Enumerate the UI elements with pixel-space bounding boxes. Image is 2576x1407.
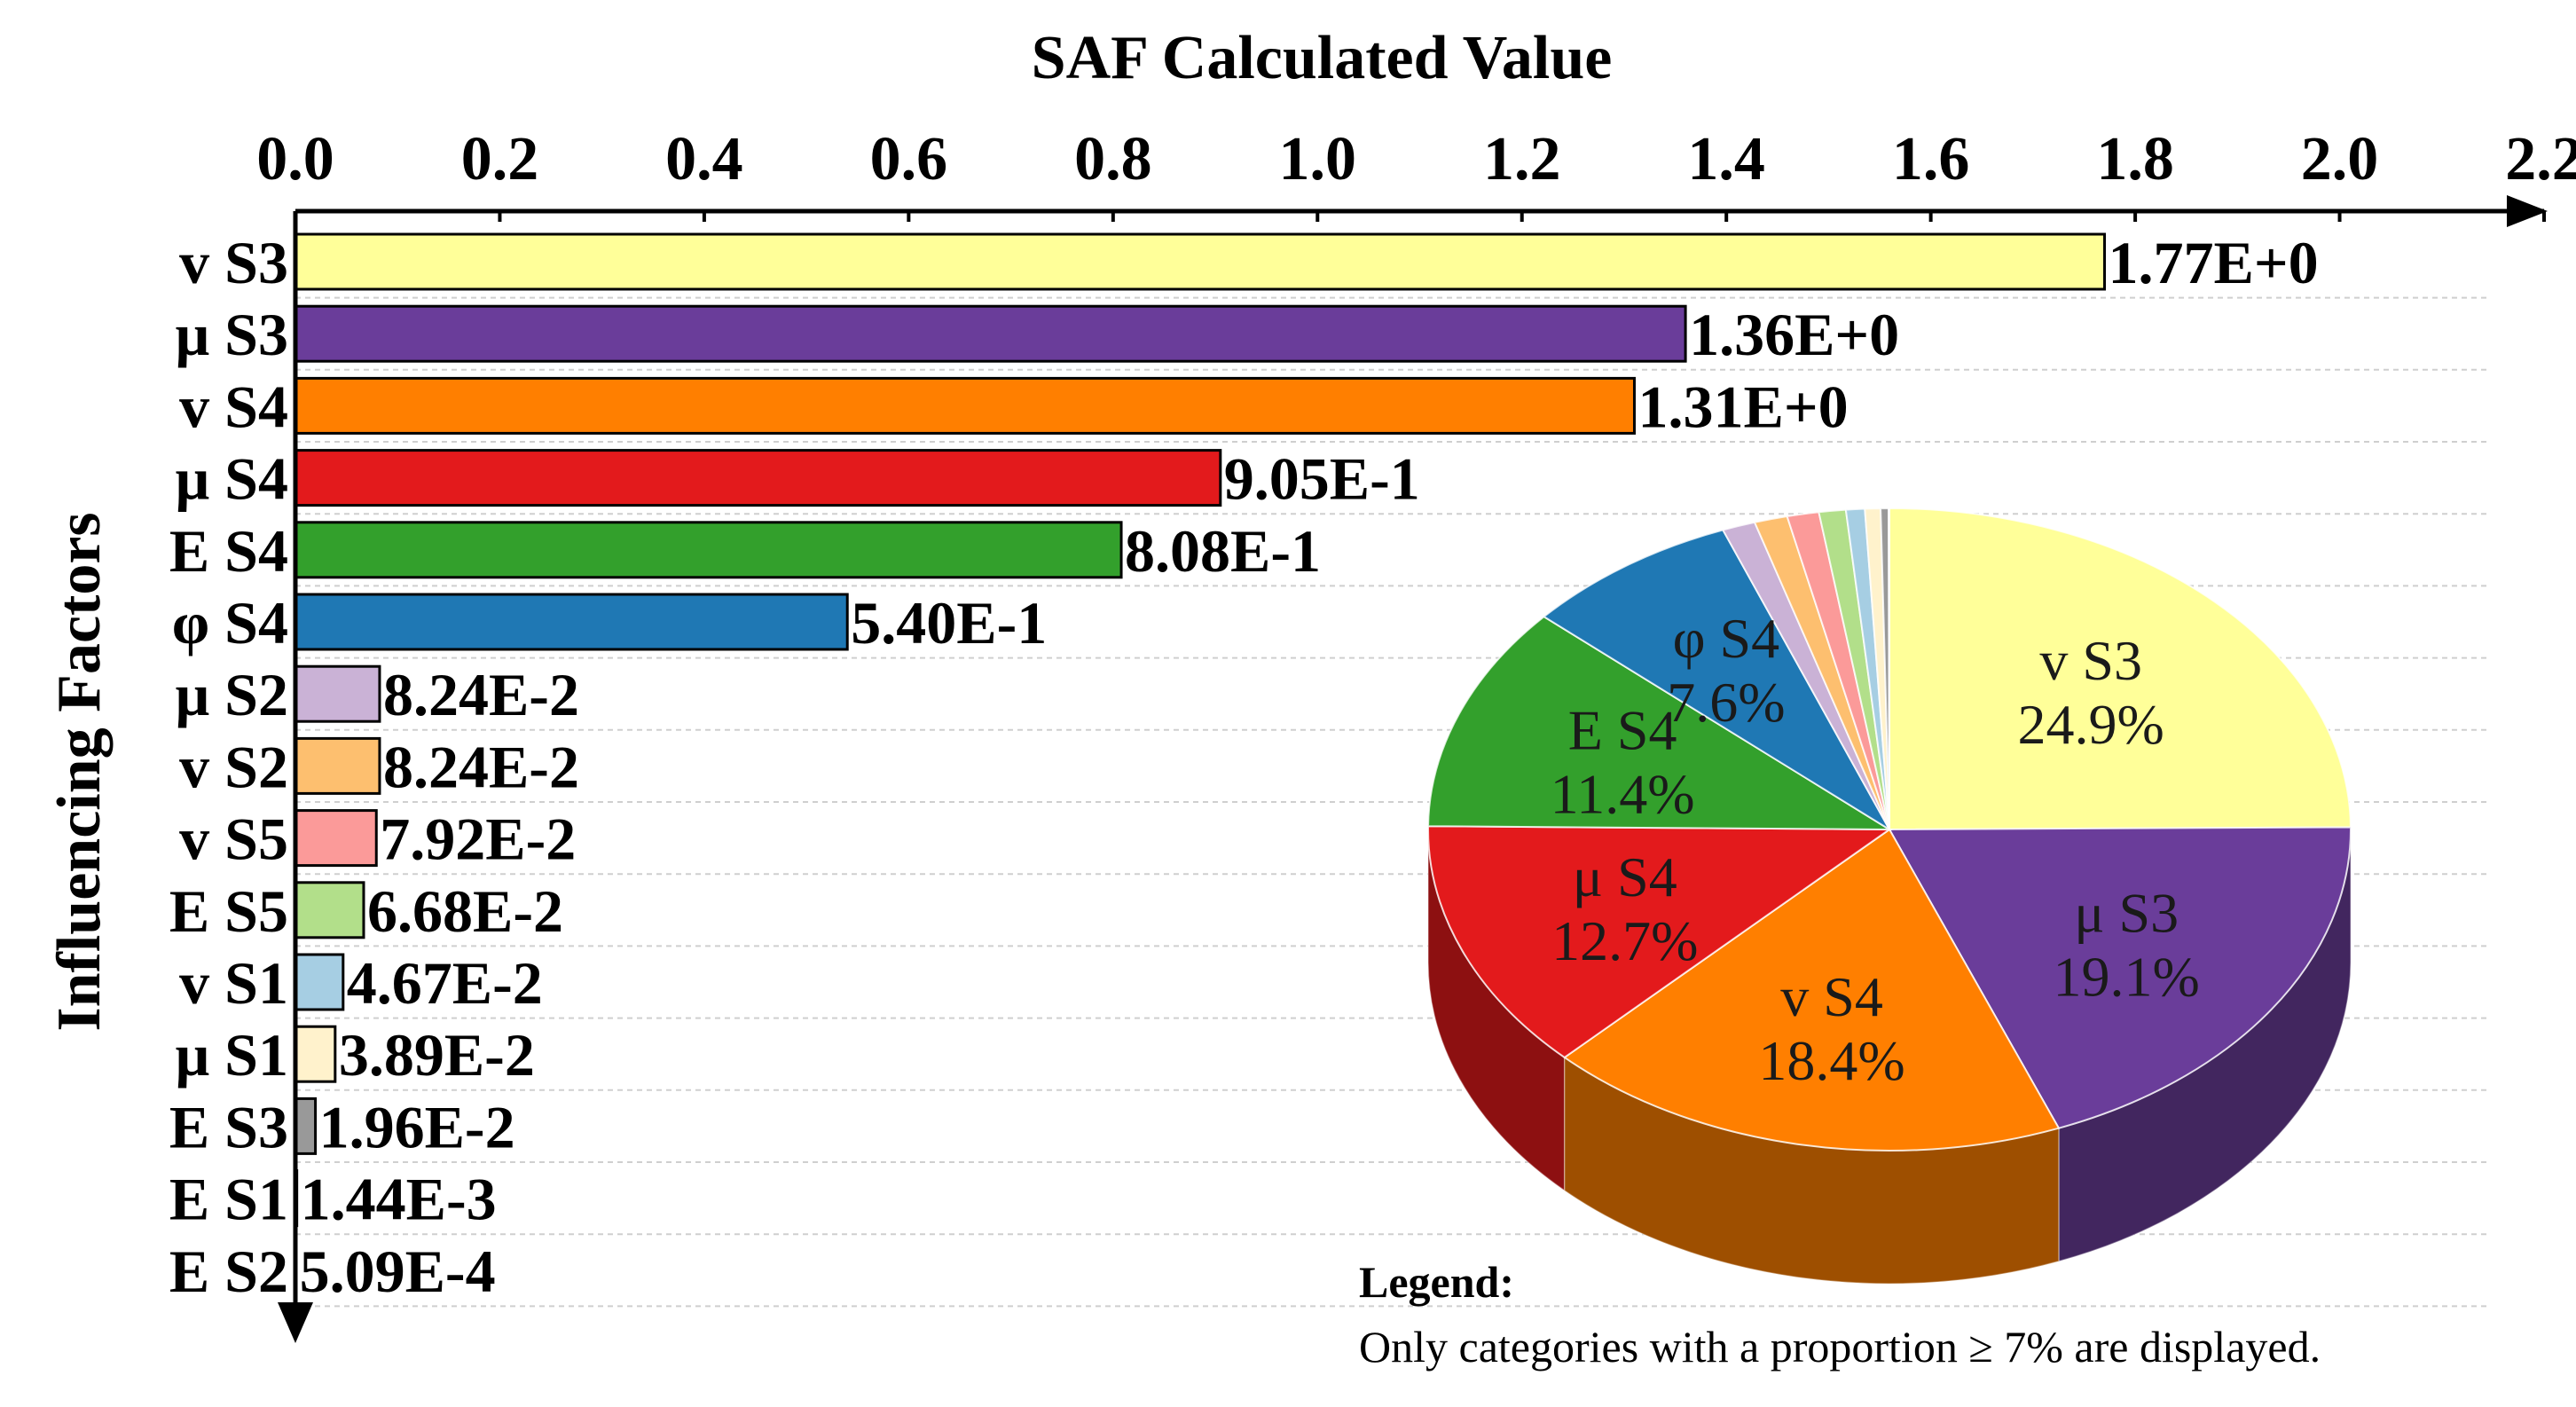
bar-v-S2 [294, 736, 381, 795]
bar-μ-S2 [294, 664, 381, 723]
bar-v-S5 [294, 809, 378, 868]
x-axis-arrow [2507, 195, 2548, 227]
value-label: 4.67E-2 [347, 949, 543, 1017]
value-label: 8.24E-2 [383, 661, 579, 728]
pie-slice-v-S4 [1562, 828, 2061, 1152]
x-tick-label: 2.0 [2301, 125, 2379, 193]
pie-label-category: v S3 [2039, 629, 2142, 692]
category-label: E S2 [169, 1238, 288, 1305]
pie-label-category: v S4 [1780, 965, 1883, 1028]
x-axis-title: SAF Calculated Value [1032, 24, 1613, 92]
category-label: v S1 [179, 949, 288, 1017]
pie-slice-v-S3 [1889, 507, 2352, 831]
value-label: 1.36E+0 [1689, 301, 1899, 368]
x-tick-label: 0.8 [1074, 125, 1152, 193]
value-label: 5.09E-4 [300, 1238, 496, 1305]
category-label: φ S4 [172, 589, 288, 656]
pie-label-category: μ S3 [2074, 882, 2179, 945]
pie-slice-μ-S4 [1427, 825, 1893, 1059]
legend-title: Legend: [1359, 1257, 1514, 1307]
x-tick-label: 1.8 [2096, 125, 2174, 193]
x-tick-label: 0.0 [256, 125, 334, 193]
pie-label-percent: 12.7% [1551, 909, 1698, 972]
pie-label-category: E S4 [1568, 698, 1677, 761]
bar-E-S3 [294, 1097, 318, 1155]
category-label: E S1 [169, 1166, 288, 1233]
category-label: v S3 [179, 229, 288, 296]
value-label: 3.89E-2 [339, 1021, 535, 1089]
bar-series [294, 232, 2107, 1228]
bar-v-S4 [294, 376, 1636, 435]
pie-label-percent: 11.4% [1551, 762, 1695, 825]
value-label: 1.31E+0 [1637, 373, 1848, 440]
x-tick-label: 1.0 [1279, 125, 1357, 193]
category-label: μ S4 [176, 445, 288, 513]
x-tick-label: 1.2 [1483, 125, 1561, 193]
category-label: v S4 [179, 373, 288, 440]
pie-label-percent: 24.9% [2018, 693, 2164, 756]
category-label: v S2 [179, 733, 288, 800]
bar-μ-S3 [294, 304, 1687, 363]
x-tick-label: 1.4 [1687, 125, 1765, 193]
x-tick-label: 0.6 [870, 125, 948, 193]
category-label: E S5 [169, 877, 288, 945]
value-label: 9.05E-1 [1224, 445, 1420, 513]
category-label: μ S3 [176, 301, 288, 368]
value-label: 6.68E-2 [367, 877, 563, 945]
bar-φ-S4 [294, 593, 849, 651]
legend-box: Legend: Only categories with a proportio… [1359, 1257, 2321, 1372]
bar-μ-S1 [294, 1025, 337, 1083]
legend-note: Only categories with a proportion ≥ 7% a… [1359, 1322, 2321, 1372]
x-tick-label: 0.2 [461, 125, 539, 193]
pie-label-percent: 7.6% [1667, 671, 1785, 734]
category-label: μ S1 [176, 1021, 288, 1089]
category-label: μ S2 [176, 661, 288, 728]
category-label: v S5 [179, 806, 288, 873]
x-tick-label: 2.2 [2505, 125, 2576, 193]
x-tick-label: 0.4 [665, 125, 743, 193]
pie-label-percent: 18.4% [1758, 1029, 1905, 1092]
pie-label: φ S47.6% [1667, 607, 1785, 734]
value-label: 8.08E-1 [1125, 517, 1321, 585]
y-axis-title: Influencing Factors [45, 512, 114, 1031]
pie-label-percent: 19.1% [2054, 946, 2200, 1009]
pie-label-category: μ S4 [1573, 845, 1677, 908]
axes: v S3 1.77E+0 μ S3 1.36E+0 v S4 1.31E+0 μ S4 9.0… [169, 125, 2576, 1343]
bar-v-S1 [294, 953, 345, 1011]
y-axis-arrow [278, 1302, 313, 1343]
pie-slice-φ-S4 [1542, 529, 1892, 832]
x-tick-label: 1.6 [1892, 125, 1970, 193]
pie-label-category: φ S4 [1673, 607, 1780, 670]
value-label: 1.96E-2 [319, 1093, 515, 1160]
value-label: 8.24E-2 [383, 733, 579, 800]
value-label: 5.40E-1 [851, 589, 1047, 656]
value-label: 1.44E-3 [301, 1166, 497, 1233]
category-label: E S3 [169, 1093, 288, 1160]
pie-slice-E-S4 [1427, 615, 1893, 831]
bar-μ-S4 [294, 449, 1222, 507]
bar-E-S5 [294, 881, 365, 939]
category-label: E S4 [169, 517, 288, 585]
bar-E-S4 [294, 521, 1123, 579]
value-label: 1.77E+0 [2109, 229, 2319, 296]
pie-slice-μ-S3 [1888, 826, 2352, 1129]
value-label: 7.92E-2 [380, 806, 576, 873]
bar-v-S3 [294, 232, 2107, 291]
